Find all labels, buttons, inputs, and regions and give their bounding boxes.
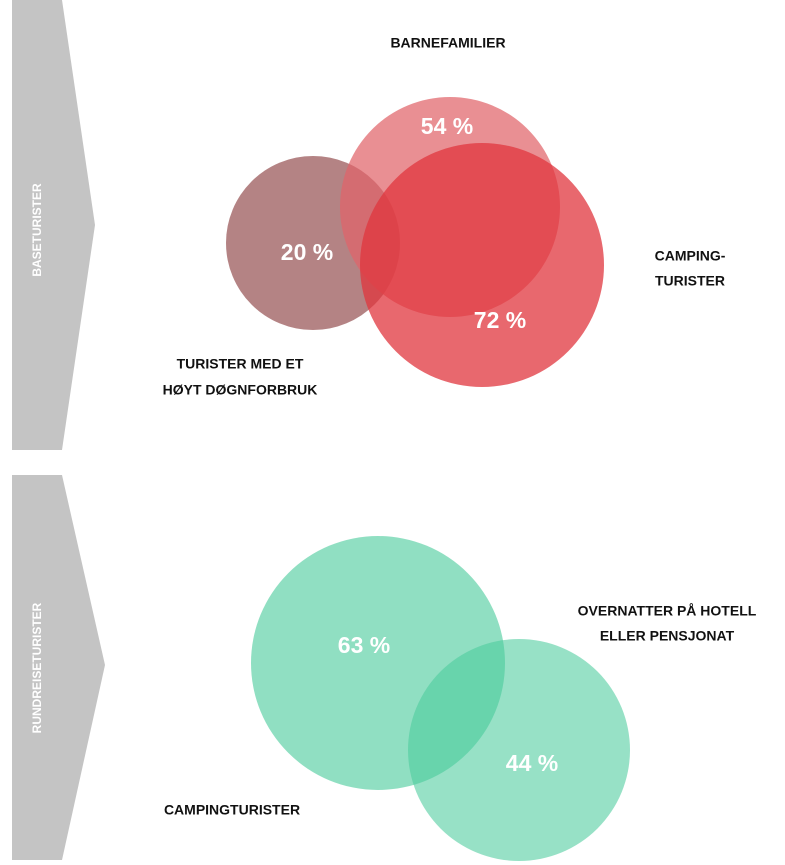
percent: 44 % [506,750,558,776]
venn-circle [360,143,604,387]
circle-label: TURISTER [655,273,725,289]
circle-label: CAMPINGTURISTER [164,802,300,818]
section-arrow [12,475,105,860]
circle-label: TURISTER MED ET [177,356,304,372]
circle-label: BARNEFAMILIER [390,35,505,51]
circle-label: ELLER PENSJONAT [600,628,735,644]
section-label: RUNDREISETURISTER [30,602,44,733]
percent: 54 % [421,113,473,139]
percent: 20 % [281,239,333,265]
percent: 72 % [474,307,526,333]
percent: 63 % [338,632,390,658]
circle-label: OVERNATTER PÅ HOTELL [578,603,757,619]
section-label: BASETURISTER [30,183,44,277]
circle-label: HØYT DØGNFORBRUK [163,382,318,398]
section-arrow [12,0,95,450]
circle-label: CAMPING- [655,248,726,264]
venn-circle [408,639,630,861]
